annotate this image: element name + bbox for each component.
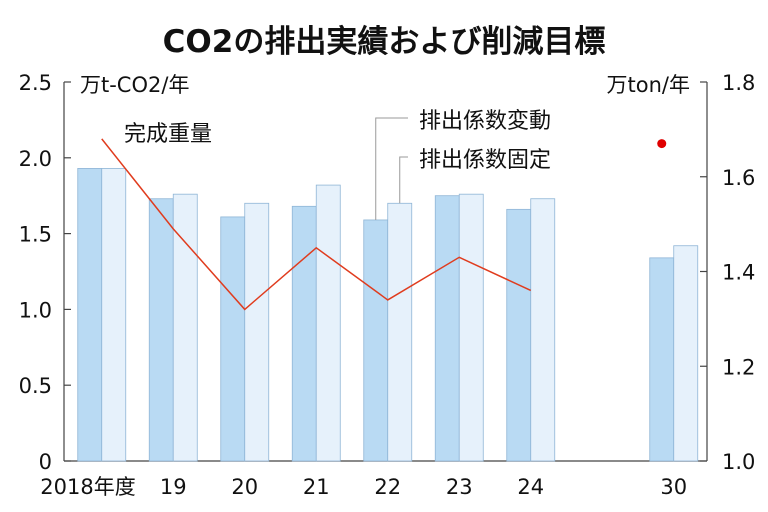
bar-fixed-coefficient	[458, 193, 484, 462]
leader-line-fixed	[399, 156, 408, 204]
line-completed-weight	[101, 138, 532, 311]
right-tick-label: 1.2	[722, 355, 755, 379]
plot-area: 0 0.5 1.0 1.5 2.0 2.5 1.0 1.2 1.4 1.6 1.8 2018年度 19 2…	[19, 71, 756, 499]
bar-variable-coefficient	[649, 257, 675, 462]
bar-fixed-coefficient	[315, 184, 341, 462]
bar-variable-coefficient	[77, 168, 103, 462]
x-tick-label: 24	[517, 475, 544, 499]
left-axis-unit: 万t-CO2/年	[80, 73, 189, 97]
left-tick-label: 2.5	[19, 71, 52, 95]
left-tick-label: 0	[39, 450, 52, 474]
x-tick-label: 20	[231, 475, 258, 499]
bar-fixed-coefficient	[172, 193, 198, 462]
left-tick-label: 0.5	[19, 374, 52, 398]
right-tick-label: 1.0	[722, 450, 755, 474]
bar-variable-coefficient	[220, 216, 246, 462]
left-tick-label: 2.0	[19, 147, 52, 171]
right-tick-label: 1.4	[722, 261, 755, 285]
bar-fixed-coefficient	[387, 202, 413, 462]
leader-line-variable	[375, 117, 408, 220]
annotation-completed-weight: 完成重量	[124, 122, 212, 147]
x-tick-label: 19	[160, 475, 187, 499]
x-tick-label: 21	[303, 475, 330, 499]
bar-fixed-coefficient	[244, 202, 270, 462]
bar-variable-coefficient	[506, 208, 532, 462]
bar-variable-coefficient	[148, 198, 174, 462]
x-tick-label: 30	[660, 475, 687, 499]
right-tick-label: 1.8	[722, 71, 755, 95]
target-point-completed-weight	[657, 139, 667, 149]
bar-variable-coefficient	[363, 219, 389, 462]
x-tick-label: 22	[374, 475, 401, 499]
bar-variable-coefficient	[434, 195, 460, 462]
left-tick-label: 1.0	[19, 298, 52, 322]
left-tick-label: 1.5	[19, 223, 52, 247]
bar-fixed-coefficient	[673, 245, 699, 462]
chart-title: CO2の排出実績および削減目標	[163, 24, 606, 60]
right-tick-label: 1.6	[722, 166, 755, 190]
bar-variable-coefficient	[291, 205, 317, 462]
x-tick-label: 2018年度	[40, 475, 135, 499]
annotation-variable-coefficient: 排出係数変動	[419, 109, 551, 134]
annotation-fixed-coefficient: 排出係数固定	[419, 148, 551, 173]
x-tick-label: 23	[446, 475, 473, 499]
bar-fixed-coefficient	[530, 198, 556, 462]
right-axis-unit: 万ton/年	[607, 73, 690, 97]
bar-fixed-coefficient	[101, 168, 127, 462]
